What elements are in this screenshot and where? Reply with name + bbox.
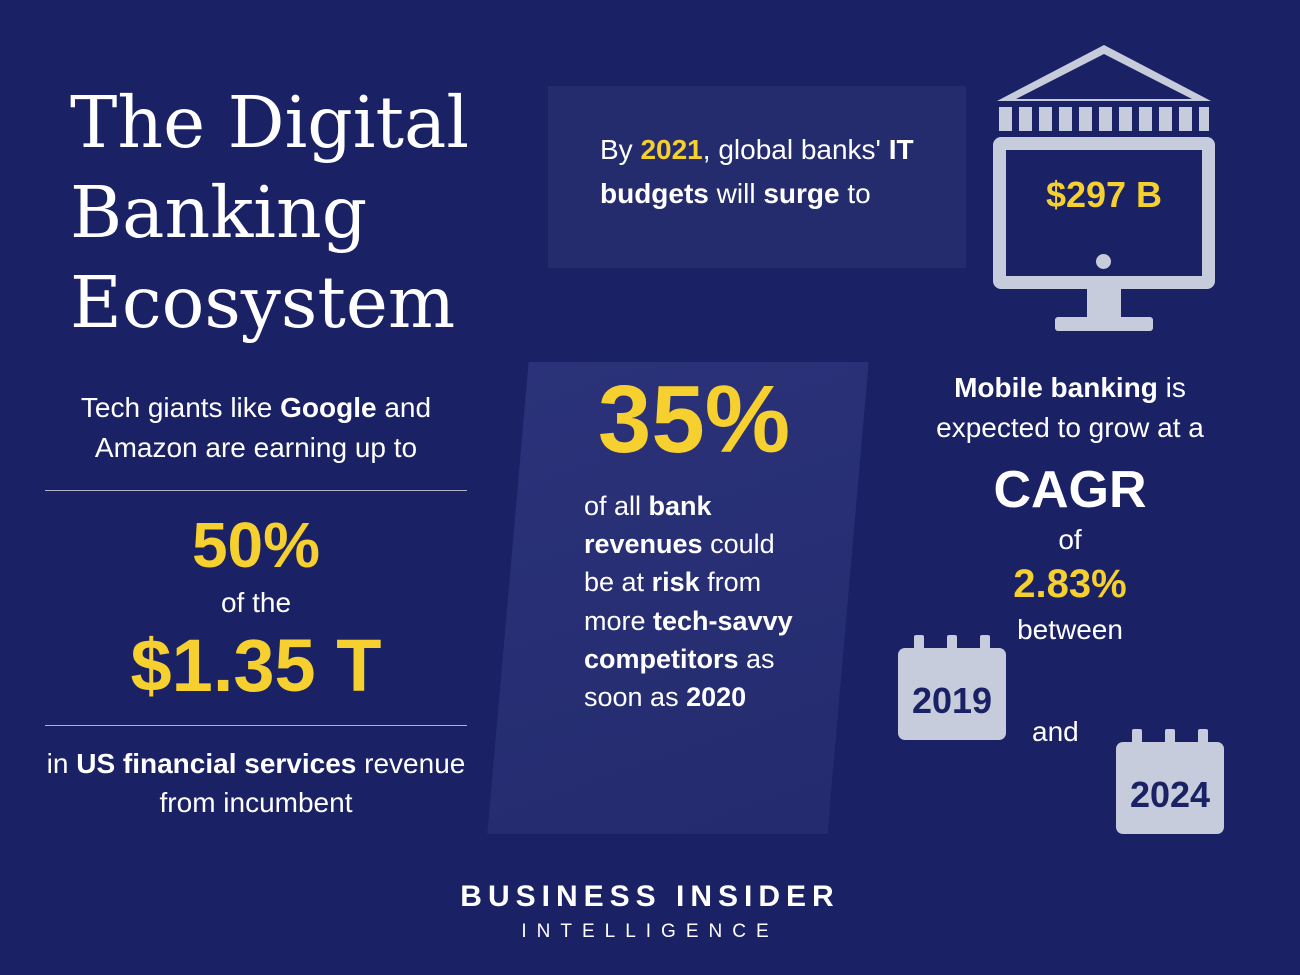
divider-top: [45, 489, 467, 491]
calendar-ring-icon: [1132, 729, 1142, 747]
bank-roof-inner: [1016, 54, 1192, 99]
it-budget-value: $297 B: [1045, 174, 1163, 215]
percent-35-value: 35%: [597, 366, 791, 473]
left-stat-footer: in US financial services revenue from in…: [46, 747, 466, 819]
calendar-ring-icon: [914, 635, 924, 653]
cagr-label: CAGR: [993, 460, 1147, 519]
right-stat-section: Mobile banking is expected to grow at a …: [905, 368, 1235, 646]
title-line-2: Banking: [70, 171, 368, 255]
monitor-screen: $297 B: [993, 137, 1215, 289]
left-stat-section: Tech giants like Google and Amazon are e…: [45, 388, 467, 823]
brand-footer: BUSINESS INSIDER INTELLIGENCE: [0, 880, 1300, 943]
of-the-label: of the: [220, 586, 292, 618]
year-end-value: 2024: [1129, 774, 1211, 815]
cagr-rate-value: 2.83%: [1013, 561, 1127, 606]
and-label: and: [1032, 716, 1079, 747]
left-stat-intro: Tech giants like Google and Amazon are e…: [80, 392, 432, 463]
it-budget-panel: By 2021, global banks' IT budgets will s…: [548, 86, 966, 268]
middle-stat-section: 35% of all bank revenues could be at ris…: [560, 366, 828, 717]
it-budget-text: By 2021, global banks' IT budgets will s…: [600, 134, 914, 210]
of-label: of: [1058, 523, 1082, 555]
percent-50-value: 50%: [191, 508, 321, 581]
bank-monitor-icon: $297 B: [993, 45, 1215, 331]
middle-stat-body: of all bank revenues could be at risk fr…: [584, 490, 793, 713]
brand-name: BUSINESS INSIDER: [460, 880, 840, 913]
calendar-ring-icon: [1165, 729, 1175, 747]
monitor-dot-icon: [1096, 254, 1111, 269]
page-title: The Digital Banking Ecosystem: [70, 78, 500, 348]
calendar-ring-icon: [947, 635, 957, 653]
calendar-ring-icon: [1198, 729, 1208, 747]
brand-subtitle: INTELLIGENCE: [521, 921, 779, 942]
monitor-stand: [1087, 289, 1121, 317]
right-stat-intro: Mobile banking is expected to grow at a: [936, 372, 1204, 443]
between-label: between: [1017, 613, 1123, 645]
monitor-base: [1055, 317, 1153, 331]
calendar-2019-icon: 2019: [898, 635, 1006, 740]
year-start-value: 2019: [911, 680, 993, 721]
amount-135t-value: $1.35 T: [130, 623, 382, 707]
title-line-1: The Digital: [70, 81, 470, 164]
calendar-2024-icon: 2024: [1116, 729, 1224, 834]
divider-bottom: [45, 724, 467, 726]
title-line-3: Ecosystem: [70, 261, 456, 345]
calendar-ring-icon: [980, 635, 990, 653]
bank-columns-icon: [999, 107, 1209, 131]
